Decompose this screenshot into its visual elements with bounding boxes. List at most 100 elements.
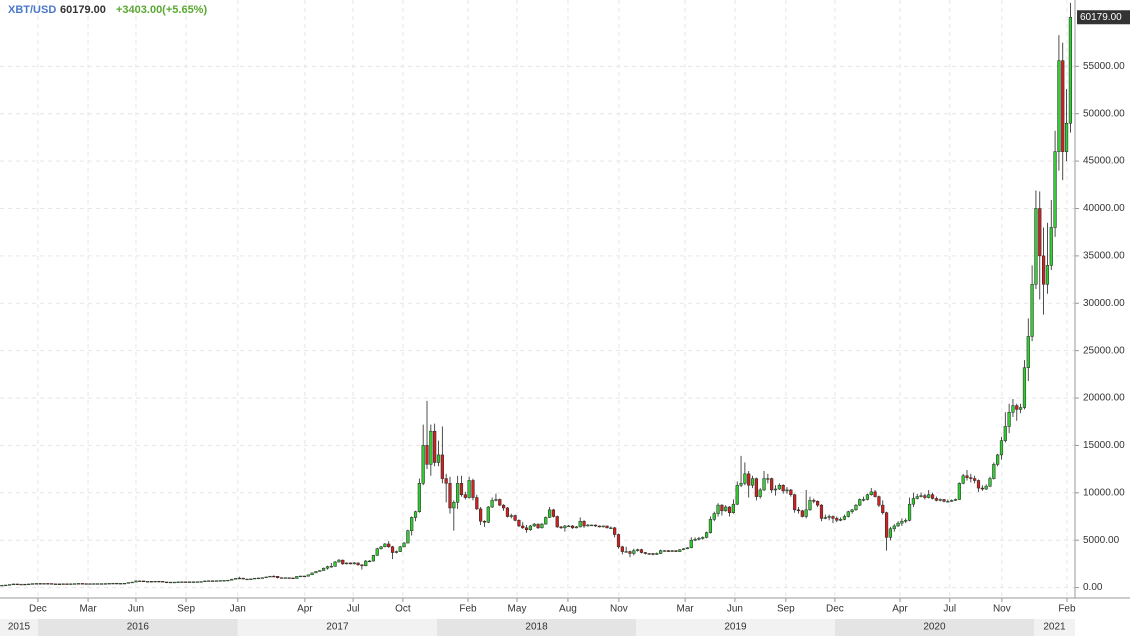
candle-body	[716, 504, 720, 514]
candle-body	[42, 583, 46, 585]
candle-body	[11, 583, 15, 586]
candle-body	[528, 525, 533, 531]
candle-body	[727, 506, 732, 513]
x-tick-label: Sep	[777, 604, 795, 615]
candle-body	[957, 483, 961, 500]
candles	[0, 2, 1072, 587]
candle-body	[616, 534, 621, 548]
candle-body	[260, 577, 264, 579]
candle-body	[88, 583, 92, 585]
year-label: 2020	[923, 622, 946, 633]
y-tick-label: 0.00	[1083, 582, 1103, 593]
candle-body	[773, 488, 778, 491]
candle-body	[911, 498, 915, 505]
candle-body	[777, 484, 781, 490]
candle-body	[348, 562, 353, 565]
candle-body	[253, 577, 257, 580]
candle-body	[904, 520, 908, 522]
candle-body	[341, 559, 345, 565]
x-tick-label: Feb	[459, 604, 477, 615]
candle-body	[299, 575, 303, 578]
x-tick-label: Apr	[297, 604, 313, 615]
candle-body	[210, 580, 215, 582]
candle-body	[153, 580, 157, 583]
candle-body	[873, 491, 877, 497]
candle-body	[452, 502, 456, 509]
candle-body	[429, 430, 433, 465]
candle-body	[1064, 122, 1069, 152]
candle-body	[145, 581, 150, 583]
candle-body	[896, 522, 900, 527]
candle-body	[73, 583, 77, 585]
price: 60179.00	[60, 4, 106, 16]
candle-body	[865, 494, 870, 500]
candle-body	[992, 464, 996, 479]
candle-body	[785, 489, 789, 492]
candle-body	[593, 524, 598, 527]
x-tick-label: May	[508, 604, 527, 615]
candle-body	[161, 581, 165, 583]
candle-body	[869, 491, 873, 495]
candle-body	[884, 512, 889, 538]
x-tick-label: Jul	[943, 604, 956, 615]
candle-body	[509, 515, 513, 517]
candle-body	[712, 513, 716, 520]
candle-body	[1022, 367, 1027, 408]
candle-body	[1049, 227, 1053, 266]
candle-body	[999, 440, 1004, 456]
candle-body	[394, 551, 398, 553]
candle-body	[973, 478, 977, 481]
candle-body	[157, 580, 161, 583]
candle-body	[670, 550, 674, 552]
candle-body	[207, 580, 211, 582]
candle-body	[352, 562, 356, 565]
candle-body	[965, 475, 969, 478]
candle-body	[839, 519, 843, 521]
candle-body	[436, 454, 441, 463]
candle-body	[138, 580, 142, 582]
candle-body	[276, 576, 280, 578]
candle-body	[892, 525, 896, 530]
candle-body	[425, 445, 429, 465]
candle-body	[264, 576, 268, 579]
candle-body	[961, 475, 965, 484]
candle-body	[287, 577, 291, 579]
candle-body	[513, 515, 517, 521]
candle-body	[310, 572, 314, 576]
candle-body	[119, 583, 123, 585]
candle-body	[804, 509, 808, 517]
candle-body	[38, 583, 42, 585]
y-tick-label: 25000.00	[1083, 345, 1125, 356]
candle-body	[1034, 208, 1038, 285]
y-tick-label: 45000.00	[1083, 156, 1125, 167]
candle-body	[302, 575, 307, 578]
candle-body	[682, 548, 686, 550]
candle-body	[440, 454, 444, 479]
candle-body	[743, 473, 747, 484]
candle-body	[517, 520, 521, 527]
candle-body	[639, 549, 644, 553]
candle-body	[272, 575, 276, 578]
candle-body	[796, 509, 801, 512]
candle-body	[111, 582, 115, 585]
candle-body	[360, 564, 364, 567]
candle-body	[1007, 412, 1011, 427]
candle-body	[624, 551, 628, 553]
candle-body	[762, 478, 766, 491]
candle-body	[333, 561, 337, 567]
candle-body	[306, 574, 310, 577]
candle-body	[731, 503, 735, 513]
candle-body	[574, 526, 578, 529]
candle-body	[735, 484, 739, 505]
x-tick-label: Dec	[29, 604, 47, 615]
candle-body	[226, 579, 230, 582]
candle-body	[421, 445, 425, 484]
candle-body	[747, 473, 751, 486]
candle-body	[172, 581, 176, 584]
candle-body	[318, 570, 322, 572]
candle-body	[980, 487, 984, 490]
candle-body	[846, 511, 850, 517]
candle-body	[754, 478, 758, 497]
candle-body	[142, 580, 146, 582]
candle-body	[295, 576, 299, 579]
